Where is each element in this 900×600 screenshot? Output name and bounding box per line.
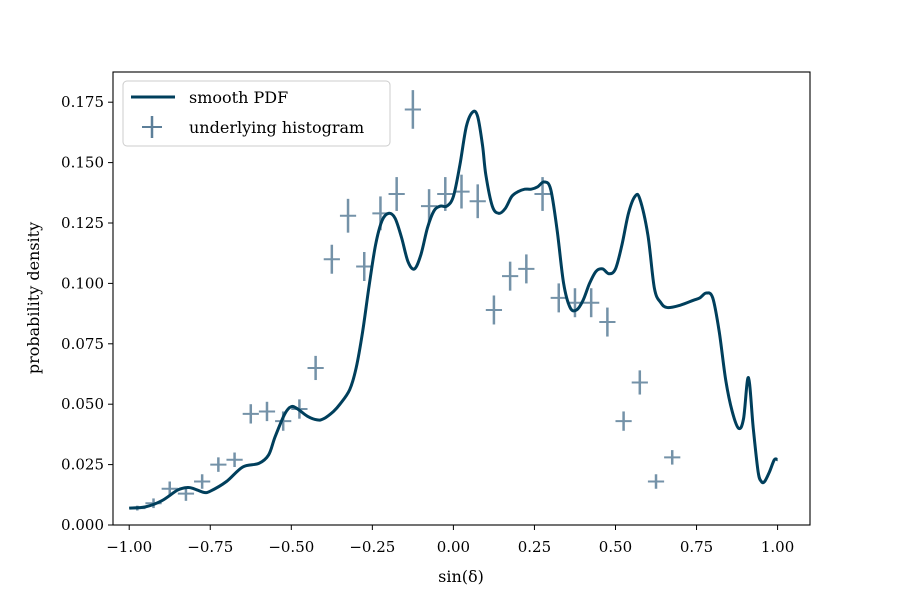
histogram-point (210, 457, 227, 472)
y-tick-label: 0.000 (61, 516, 104, 534)
histogram-point (388, 177, 405, 211)
legend-label-histogram: underlying histogram (189, 118, 364, 137)
histogram-point (518, 254, 535, 284)
histogram-point (631, 370, 648, 395)
legend-box (122, 80, 391, 147)
y-tick-label: 0.075 (61, 335, 104, 353)
axes-frame (112, 71, 811, 526)
y-tick-label: 0.125 (61, 214, 104, 232)
histogram-point (161, 481, 178, 497)
histogram-point (599, 307, 616, 337)
y-tick-label: 0.050 (61, 395, 104, 413)
histogram-point (583, 288, 600, 318)
y-tick-label: 0.175 (61, 93, 104, 111)
histogram-point (502, 261, 519, 291)
x-axis: −1.00 −0.75 −0.50 −0.25 0.00 0.25 0.50 0.75 1.00 (106, 525, 794, 556)
x-tick-label: 0.00 (437, 538, 470, 556)
histogram-point (356, 251, 373, 281)
legend-label-pdf: smooth PDF (189, 88, 288, 107)
y-axis-label: probability density (24, 222, 43, 374)
histogram-point (242, 404, 259, 424)
histogram-point (339, 198, 357, 233)
histogram-point (226, 452, 243, 468)
x-tick-label: 0.75 (680, 538, 713, 556)
x-tick-label: 0.50 (599, 538, 632, 556)
legend: smooth PDF underlying histogram (122, 80, 391, 147)
histogram-point (323, 244, 340, 274)
y-tick-label: 0.100 (61, 274, 104, 292)
histogram-point (404, 90, 421, 129)
x-tick-label: −0.75 (187, 538, 233, 556)
histogram-point (664, 450, 681, 465)
histogram-point (307, 355, 324, 381)
legend-errorbar-swatch (142, 116, 162, 138)
histogram-point (647, 474, 665, 489)
plot-area (129, 90, 779, 511)
histogram-point (469, 184, 486, 219)
x-tick-label: −1.00 (106, 538, 152, 556)
x-axis-label: sin(δ) (438, 567, 484, 586)
histogram-point (194, 474, 211, 489)
histogram-point (485, 295, 503, 325)
x-tick-label: 0.25 (518, 538, 551, 556)
histogram-point (550, 283, 567, 313)
y-tick-label: 0.025 (61, 456, 104, 474)
histogram-point (258, 401, 276, 422)
histogram-point (615, 411, 632, 431)
x-tick-label: −0.25 (349, 538, 395, 556)
y-tick-label: 0.150 (61, 154, 104, 172)
x-tick-label: 1.00 (761, 538, 794, 556)
pdf-line (129, 109, 779, 510)
histogram-point (420, 189, 438, 223)
x-tick-label: −0.50 (268, 538, 314, 556)
y-axis: 0.000 0.025 0.050 0.075 0.100 0.125 0.150 0.175 (61, 93, 113, 534)
